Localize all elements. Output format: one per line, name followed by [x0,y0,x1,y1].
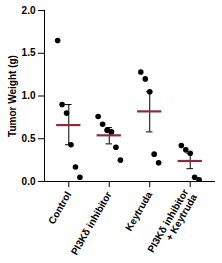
svg-text:1.0: 1.0 [22,90,36,101]
svg-text:2.0: 2.0 [22,5,36,16]
svg-text:Control: Control [46,189,73,225]
svg-text:PI3Kδ inhibitor+ Keytruda: PI3Kδ inhibitor+ Keytruda [145,187,199,259]
svg-text:PI3Kδ inhibitor: PI3Kδ inhibitor [69,190,114,257]
svg-text:Tumor Weight (g): Tumor Weight (g) [7,55,18,137]
svg-text:1.5: 1.5 [22,47,36,58]
svg-text:Keytruda: Keytruda [123,189,154,232]
svg-text:0.5: 0.5 [22,133,36,144]
svg-text:0.0: 0.0 [22,176,36,187]
